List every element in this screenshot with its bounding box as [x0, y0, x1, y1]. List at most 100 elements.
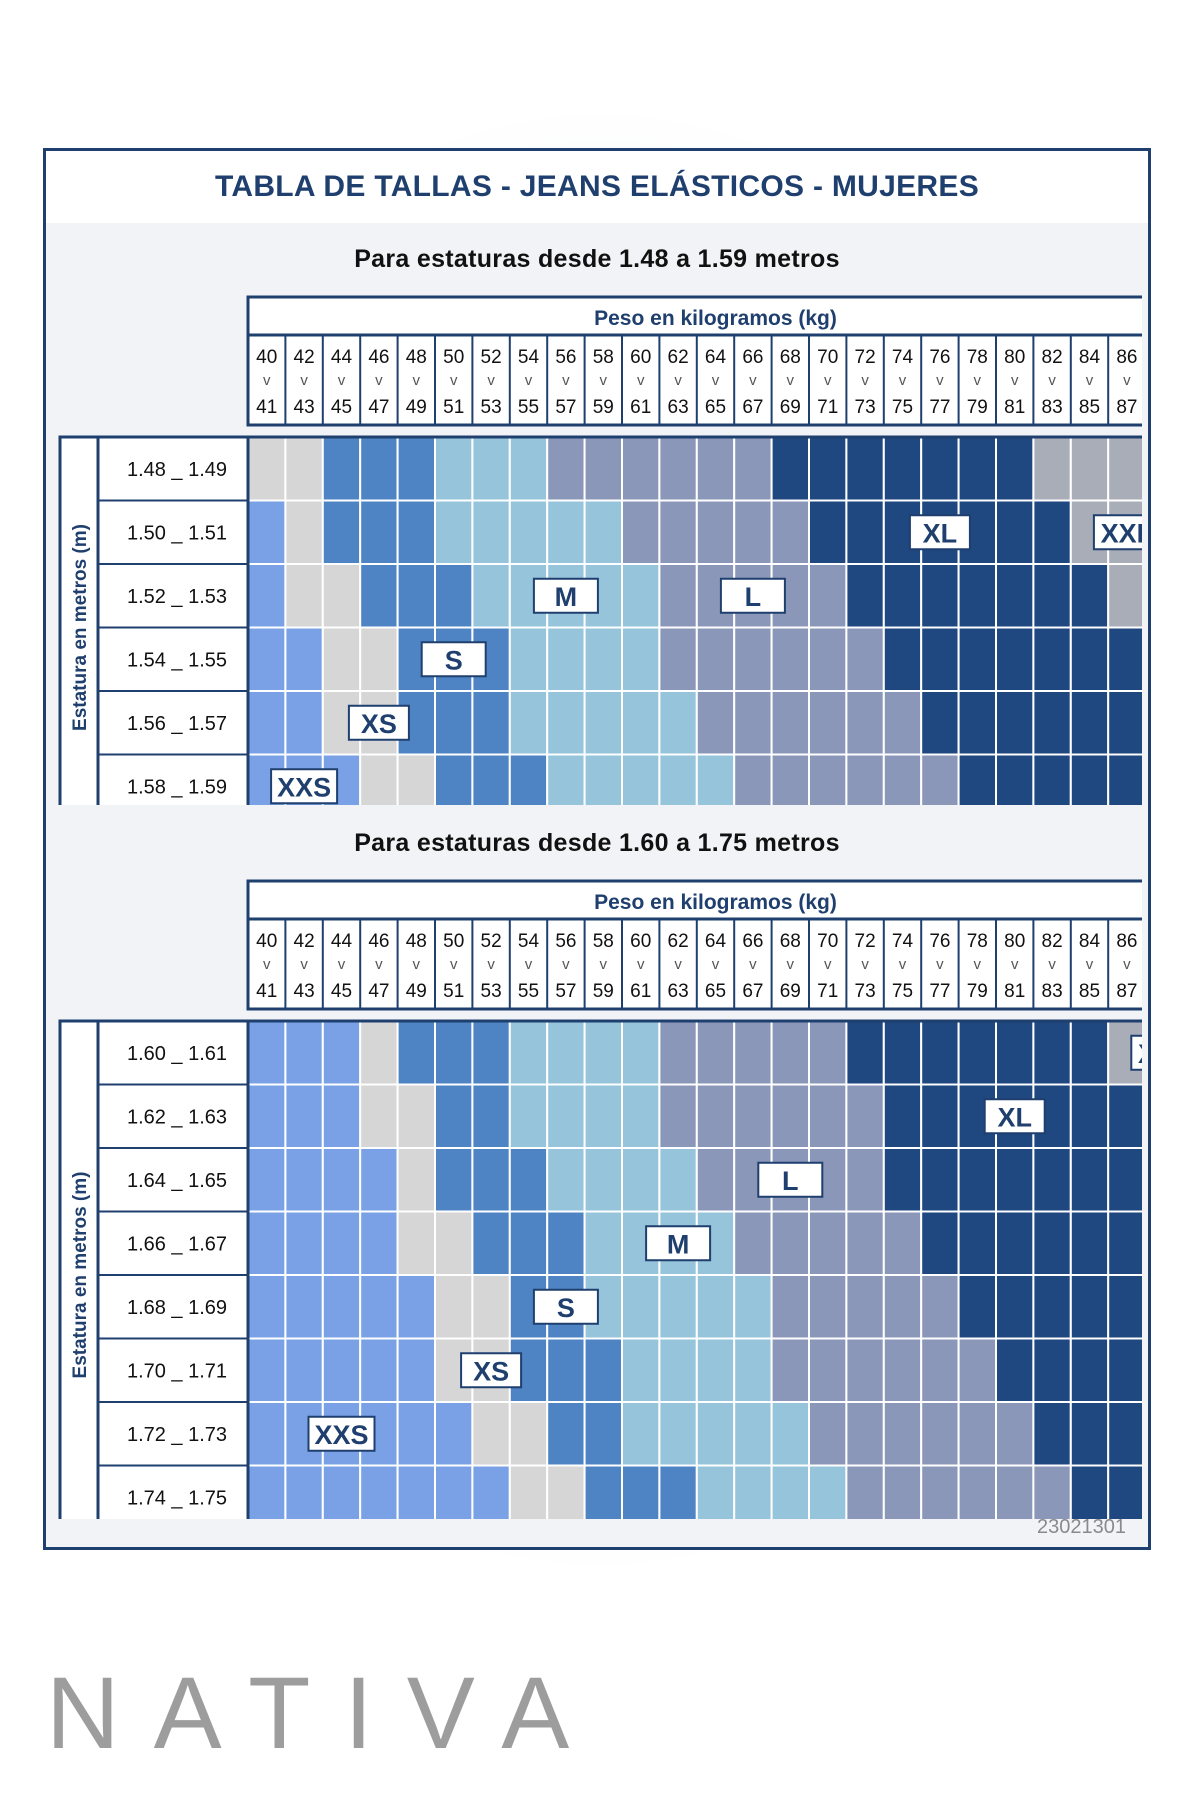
size-cell: [434, 563, 474, 629]
chart-code: 23021301: [1037, 1516, 1126, 1538]
size-cell: [247, 1337, 287, 1403]
size-cell: [434, 1401, 474, 1467]
size-cell: [845, 753, 885, 805]
size-cell: [321, 499, 362, 565]
weight-range-bottom: 77: [929, 981, 950, 1002]
weight-range-top: 50: [443, 347, 464, 368]
weight-range-sep: v: [936, 956, 944, 973]
weight-range-sep: v: [712, 956, 720, 973]
size-cell: [583, 626, 623, 692]
size-cell: [845, 1274, 885, 1340]
size-cell: [695, 1083, 736, 1149]
size-cell: [546, 1210, 586, 1276]
height-range-label: 1.72 _ 1.73: [127, 1424, 227, 1446]
size-cell: [957, 1210, 997, 1276]
size-label-box: [420, 641, 487, 678]
weight-range-top: 46: [368, 347, 389, 368]
size-cell: [583, 1464, 623, 1519]
size-cell: [920, 1083, 960, 1149]
size-cell: [284, 1210, 324, 1276]
size-cell: [845, 1020, 885, 1086]
size-cell: [247, 1083, 287, 1149]
size-cell: [471, 499, 511, 565]
size-cell: [845, 1464, 885, 1519]
weight-range-sep: v: [600, 956, 608, 973]
weight-range-top: 60: [630, 931, 651, 952]
size-cell: [882, 1401, 923, 1467]
size-cell: [359, 1274, 399, 1340]
size-cell: [995, 1020, 1035, 1086]
size-cell: [695, 1274, 736, 1340]
size-cell: [583, 1083, 623, 1149]
size-cell: [733, 436, 773, 502]
size-cell: [247, 1020, 287, 1086]
size-cell: [770, 499, 810, 565]
weight-range-top: 82: [1042, 931, 1063, 952]
weight-range-bottom: 65: [705, 397, 726, 418]
weight-range-bottom: 85: [1079, 397, 1100, 418]
weight-range-sep: v: [861, 956, 869, 973]
size-cell: [808, 690, 848, 756]
size-cell: [321, 436, 362, 502]
size-label-l: L: [782, 1166, 799, 1196]
size-cell: [808, 1210, 848, 1276]
size-cell: [247, 626, 287, 692]
weight-range-top: 40: [256, 347, 277, 368]
size-cell: [284, 1337, 324, 1403]
size-cell: [658, 1274, 698, 1340]
size-cell: [845, 436, 885, 502]
size-cell: [995, 1210, 1035, 1276]
size-cell: [434, 753, 474, 805]
weight-range-bottom: 57: [555, 981, 576, 1002]
size-cell: [396, 753, 437, 805]
size-label-s: S: [445, 645, 463, 675]
weight-range-sep: v: [787, 956, 795, 973]
size-cell: [995, 1147, 1035, 1213]
weight-range-bottom: 53: [481, 397, 502, 418]
size-table-2: Peso en kilogramos (kg) 40 v 41 42 v 43 44 v 45 46…: [58, 879, 1142, 1519]
size-cell: [957, 626, 997, 692]
size-cell: [882, 563, 923, 629]
size-cell: [284, 1083, 324, 1149]
size-label-xxs: XXS: [314, 1420, 368, 1450]
size-cell: [845, 1401, 885, 1467]
size-cell: [1032, 1147, 1072, 1213]
size-cell: [658, 1337, 698, 1403]
size-cell: [995, 626, 1035, 692]
size-cell: [321, 1210, 362, 1276]
size-cell: [808, 499, 848, 565]
size-cell: [695, 436, 736, 502]
size-cell: [621, 436, 661, 502]
size-cell: [396, 436, 437, 502]
size-cell: [1032, 626, 1072, 692]
size-cell: [396, 1464, 437, 1519]
size-label-xs: XS: [361, 709, 397, 739]
size-cell: [508, 1210, 549, 1276]
size-cell: [1069, 753, 1110, 805]
size-cell: [546, 626, 586, 692]
size-cell: [808, 753, 848, 805]
weight-range-top: 86: [1116, 347, 1137, 368]
size-cell: [359, 753, 399, 805]
height-range-label: 1.66 _ 1.67: [127, 1233, 227, 1255]
weight-range-top: 72: [855, 931, 876, 952]
weight-range-top: 62: [668, 931, 689, 952]
weight-range-top: 62: [668, 347, 689, 368]
size-label-box: [1130, 1034, 1142, 1071]
size-label-l: L: [745, 582, 762, 612]
size-cell: [957, 1147, 997, 1213]
size-cell: [396, 499, 437, 565]
weight-range-bottom: 79: [967, 981, 988, 1002]
grid-border: [246, 1019, 1142, 1519]
size-cell: [770, 436, 810, 502]
weight-range-sep: v: [375, 956, 383, 973]
weight-range-bottom: 53: [481, 981, 502, 1002]
size-cell: [845, 1083, 885, 1149]
size-cell: [1069, 690, 1110, 756]
weight-range-bottom: 75: [892, 397, 913, 418]
size-cell: [1069, 436, 1110, 502]
size-cell: [247, 1464, 287, 1519]
size-cell: [359, 1337, 399, 1403]
size-cell: [882, 753, 923, 805]
size-cell: [471, 436, 511, 502]
